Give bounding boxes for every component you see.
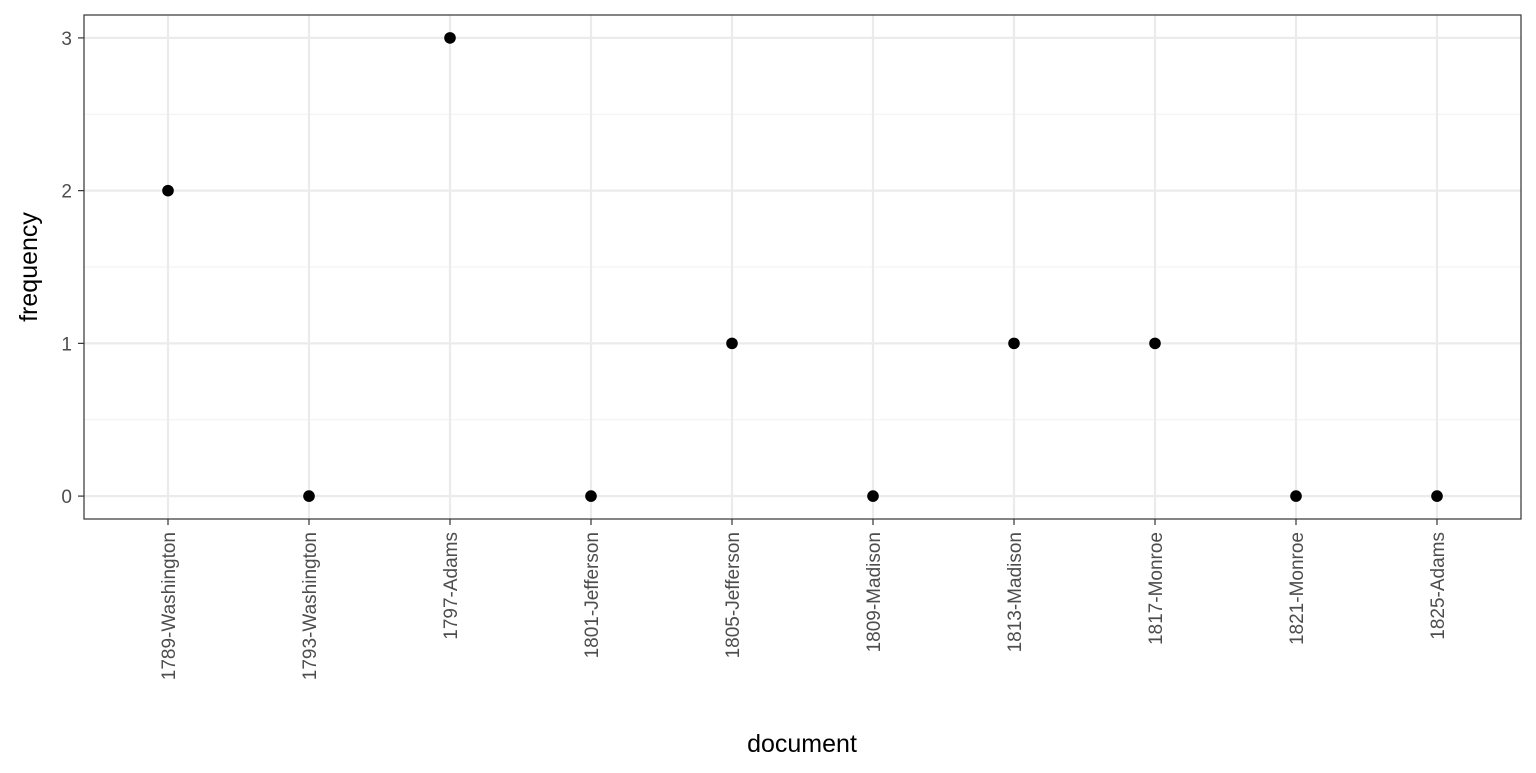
y-tick-label: 1 bbox=[61, 334, 72, 355]
x-axis-title: document bbox=[747, 730, 857, 758]
x-tick-label: 1817-Monroe bbox=[1146, 532, 1167, 645]
y-axis-title: frequency bbox=[15, 212, 43, 322]
y-tick-label: 0 bbox=[61, 487, 72, 508]
x-tick-label: 1797-Adams bbox=[441, 532, 462, 640]
y-tick-label: 3 bbox=[61, 29, 72, 50]
data-point bbox=[867, 490, 879, 502]
x-tick-label: 1821-Monroe bbox=[1287, 532, 1308, 645]
minor-gridlines bbox=[84, 113, 1521, 421]
data-point bbox=[726, 337, 738, 350]
x-tick-label: 1789-Washington bbox=[159, 532, 180, 680]
major-gridlines bbox=[84, 15, 1521, 519]
x-tick-label: 1793-Washington bbox=[300, 532, 321, 680]
data-point bbox=[303, 490, 315, 502]
x-tick-label: 1801-Jefferson bbox=[582, 532, 603, 658]
data-points bbox=[162, 32, 1443, 502]
axis-ticks bbox=[78, 37, 1438, 525]
data-point bbox=[162, 184, 174, 197]
y-axis-tick-labels: 0 1 2 3 bbox=[61, 29, 72, 508]
data-point bbox=[1008, 337, 1020, 350]
data-point bbox=[1431, 490, 1443, 502]
data-point bbox=[585, 490, 597, 502]
data-point bbox=[1290, 490, 1302, 502]
x-axis-tick-labels: 1789-Washington 1793-Washington 1797-Adams… bbox=[159, 532, 1449, 680]
data-point bbox=[1149, 337, 1161, 350]
y-tick-label: 2 bbox=[61, 182, 72, 203]
x-tick-label: 1809-Madison bbox=[864, 532, 885, 652]
x-tick-label: 1813-Madison bbox=[1005, 532, 1026, 652]
data-point bbox=[444, 32, 456, 44]
x-tick-label: 1825-Adams bbox=[1428, 532, 1449, 640]
panel-border bbox=[83, 14, 1522, 520]
x-tick-label: 1805-Jefferson bbox=[723, 532, 744, 658]
